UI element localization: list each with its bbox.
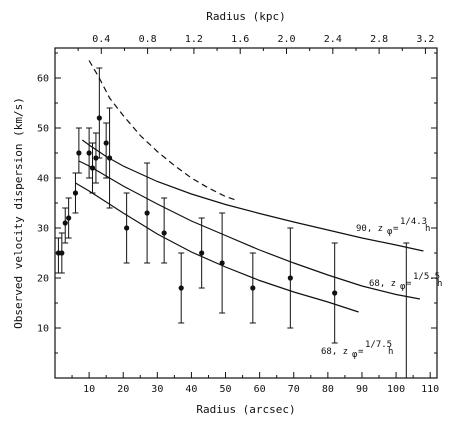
data-marker (219, 260, 225, 266)
svg-text:1/5.5: 1/5.5 (413, 272, 440, 282)
data-point (106, 107, 113, 209)
x2-tick-label: 3.2 (416, 34, 434, 45)
data-point (178, 252, 185, 324)
x2-tick-label: 1.2 (185, 34, 203, 45)
x-tick-label: 110 (421, 384, 439, 395)
data-point (144, 162, 151, 264)
data-point (103, 122, 110, 179)
data-point (96, 67, 103, 159)
data-point (249, 252, 256, 324)
model-curve-3 (75, 182, 359, 313)
data-marker (332, 290, 338, 296)
data-marker (144, 210, 150, 216)
data-point (65, 197, 72, 239)
curve-label-68-75: 68, z φ = 1/7.5 h (321, 340, 393, 360)
x2-tick-label: 0.4 (92, 34, 110, 45)
svg-text:90, z: 90, z (356, 224, 383, 234)
data-marker (76, 150, 82, 156)
x-tick-label: 30 (151, 384, 163, 395)
y-tick-label: 20 (37, 274, 49, 285)
svg-text:68, z: 68, z (321, 347, 348, 357)
y-tick-label: 50 (37, 124, 49, 135)
y-tick-label: 30 (37, 224, 49, 235)
data-marker (161, 230, 167, 236)
data-point (198, 217, 205, 289)
data-marker (178, 285, 184, 291)
x-tick-label: 10 (83, 384, 95, 395)
data-marker (124, 225, 130, 231)
svg-text:=: = (406, 279, 412, 289)
svg-text:φ: φ (352, 350, 358, 360)
data-marker (66, 215, 72, 221)
dashed-model-curve (88, 60, 236, 201)
svg-text:h: h (388, 347, 393, 357)
svg-text:h: h (425, 224, 430, 234)
data-point (287, 227, 294, 329)
data-marker (62, 220, 68, 226)
svg-text:h: h (437, 279, 442, 289)
svg-text:φ: φ (400, 282, 406, 292)
data-point (92, 132, 99, 184)
data-marker (287, 275, 293, 281)
curve-label-90: 90, z φ = 1/4.3 h (356, 217, 430, 237)
data-point (123, 192, 130, 264)
data-marker (72, 190, 79, 196)
data-marker (199, 250, 205, 256)
data-marker (89, 165, 96, 171)
x2-tick-label: 1.6 (231, 34, 249, 45)
data-marker (59, 250, 65, 256)
data-marker (93, 155, 99, 161)
x2-tick-label: 0.8 (139, 34, 157, 45)
data-point (331, 242, 338, 344)
x-tick-label: 90 (356, 384, 368, 395)
y-axis-title: Observed velocity dispersion (km/s) (12, 97, 25, 329)
x-tick-label: 50 (220, 384, 232, 395)
data-point (72, 172, 79, 214)
data-point (58, 232, 65, 274)
x-axis-title: Radius (arcsec) (196, 403, 295, 416)
data-point (89, 142, 96, 194)
svg-text:φ: φ (387, 227, 393, 237)
x-tick-label: 80 (322, 384, 334, 395)
svg-text:1/7.5: 1/7.5 (365, 340, 392, 350)
x-tick-label: 100 (387, 384, 405, 395)
x2-tick-label: 2.0 (277, 34, 295, 45)
svg-text:=: = (393, 224, 399, 234)
y-tick-label: 60 (37, 74, 49, 85)
data-point (219, 212, 226, 314)
y-tick-label: 10 (37, 324, 49, 335)
data-point (62, 207, 69, 244)
data-point (161, 197, 168, 264)
data-point (75, 127, 82, 174)
svg-text:1/4.3: 1/4.3 (400, 217, 427, 227)
model-curve-1 (81, 139, 424, 252)
svg-text:=: = (358, 347, 364, 357)
data-point (86, 127, 93, 179)
svg-text:68, z: 68, z (369, 279, 396, 289)
data-marker (86, 150, 92, 156)
x-tick-label: 20 (117, 384, 129, 395)
x2-tick-label: 2.4 (324, 34, 342, 45)
x-tick-label: 40 (185, 384, 197, 395)
x-tick-label: 70 (288, 384, 300, 395)
y-tick-label: 40 (37, 174, 49, 185)
plot-frame (54, 47, 438, 379)
data-marker (103, 140, 109, 146)
x2-axis-title: Radius (kpc) (206, 10, 285, 23)
x-tick-label: 60 (254, 384, 266, 395)
data-marker (96, 115, 102, 121)
data-point (403, 242, 410, 379)
data-marker (106, 155, 113, 161)
data-point (55, 237, 62, 274)
x2-tick-label: 2.8 (370, 34, 388, 45)
curve-label-68-55: 68, z φ = 1/5.5 h (369, 272, 442, 292)
data-marker (250, 285, 256, 291)
